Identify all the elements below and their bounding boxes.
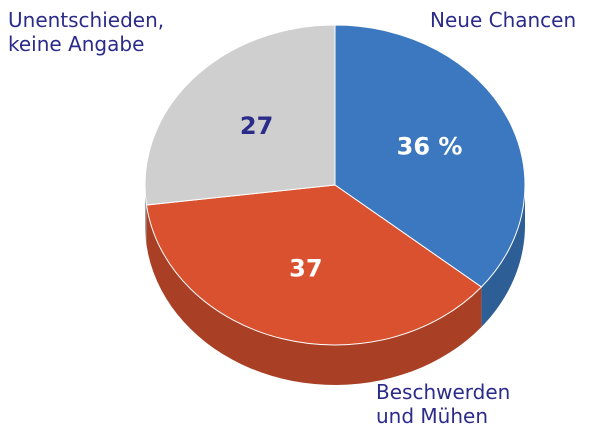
category-label: Unentschieden, keine Angabe [8,8,165,56]
slice-side [146,205,482,385]
slice [145,184,483,346]
slice [144,24,336,206]
value-label: 37 [289,255,322,283]
slice-side [481,185,525,327]
value-label: 27 [240,112,273,140]
slice [334,24,526,288]
category-label: Beschwerden und Mühen [376,380,511,428]
category-label: Neue Chancen [430,8,577,32]
value-label: 36 % [397,133,463,161]
